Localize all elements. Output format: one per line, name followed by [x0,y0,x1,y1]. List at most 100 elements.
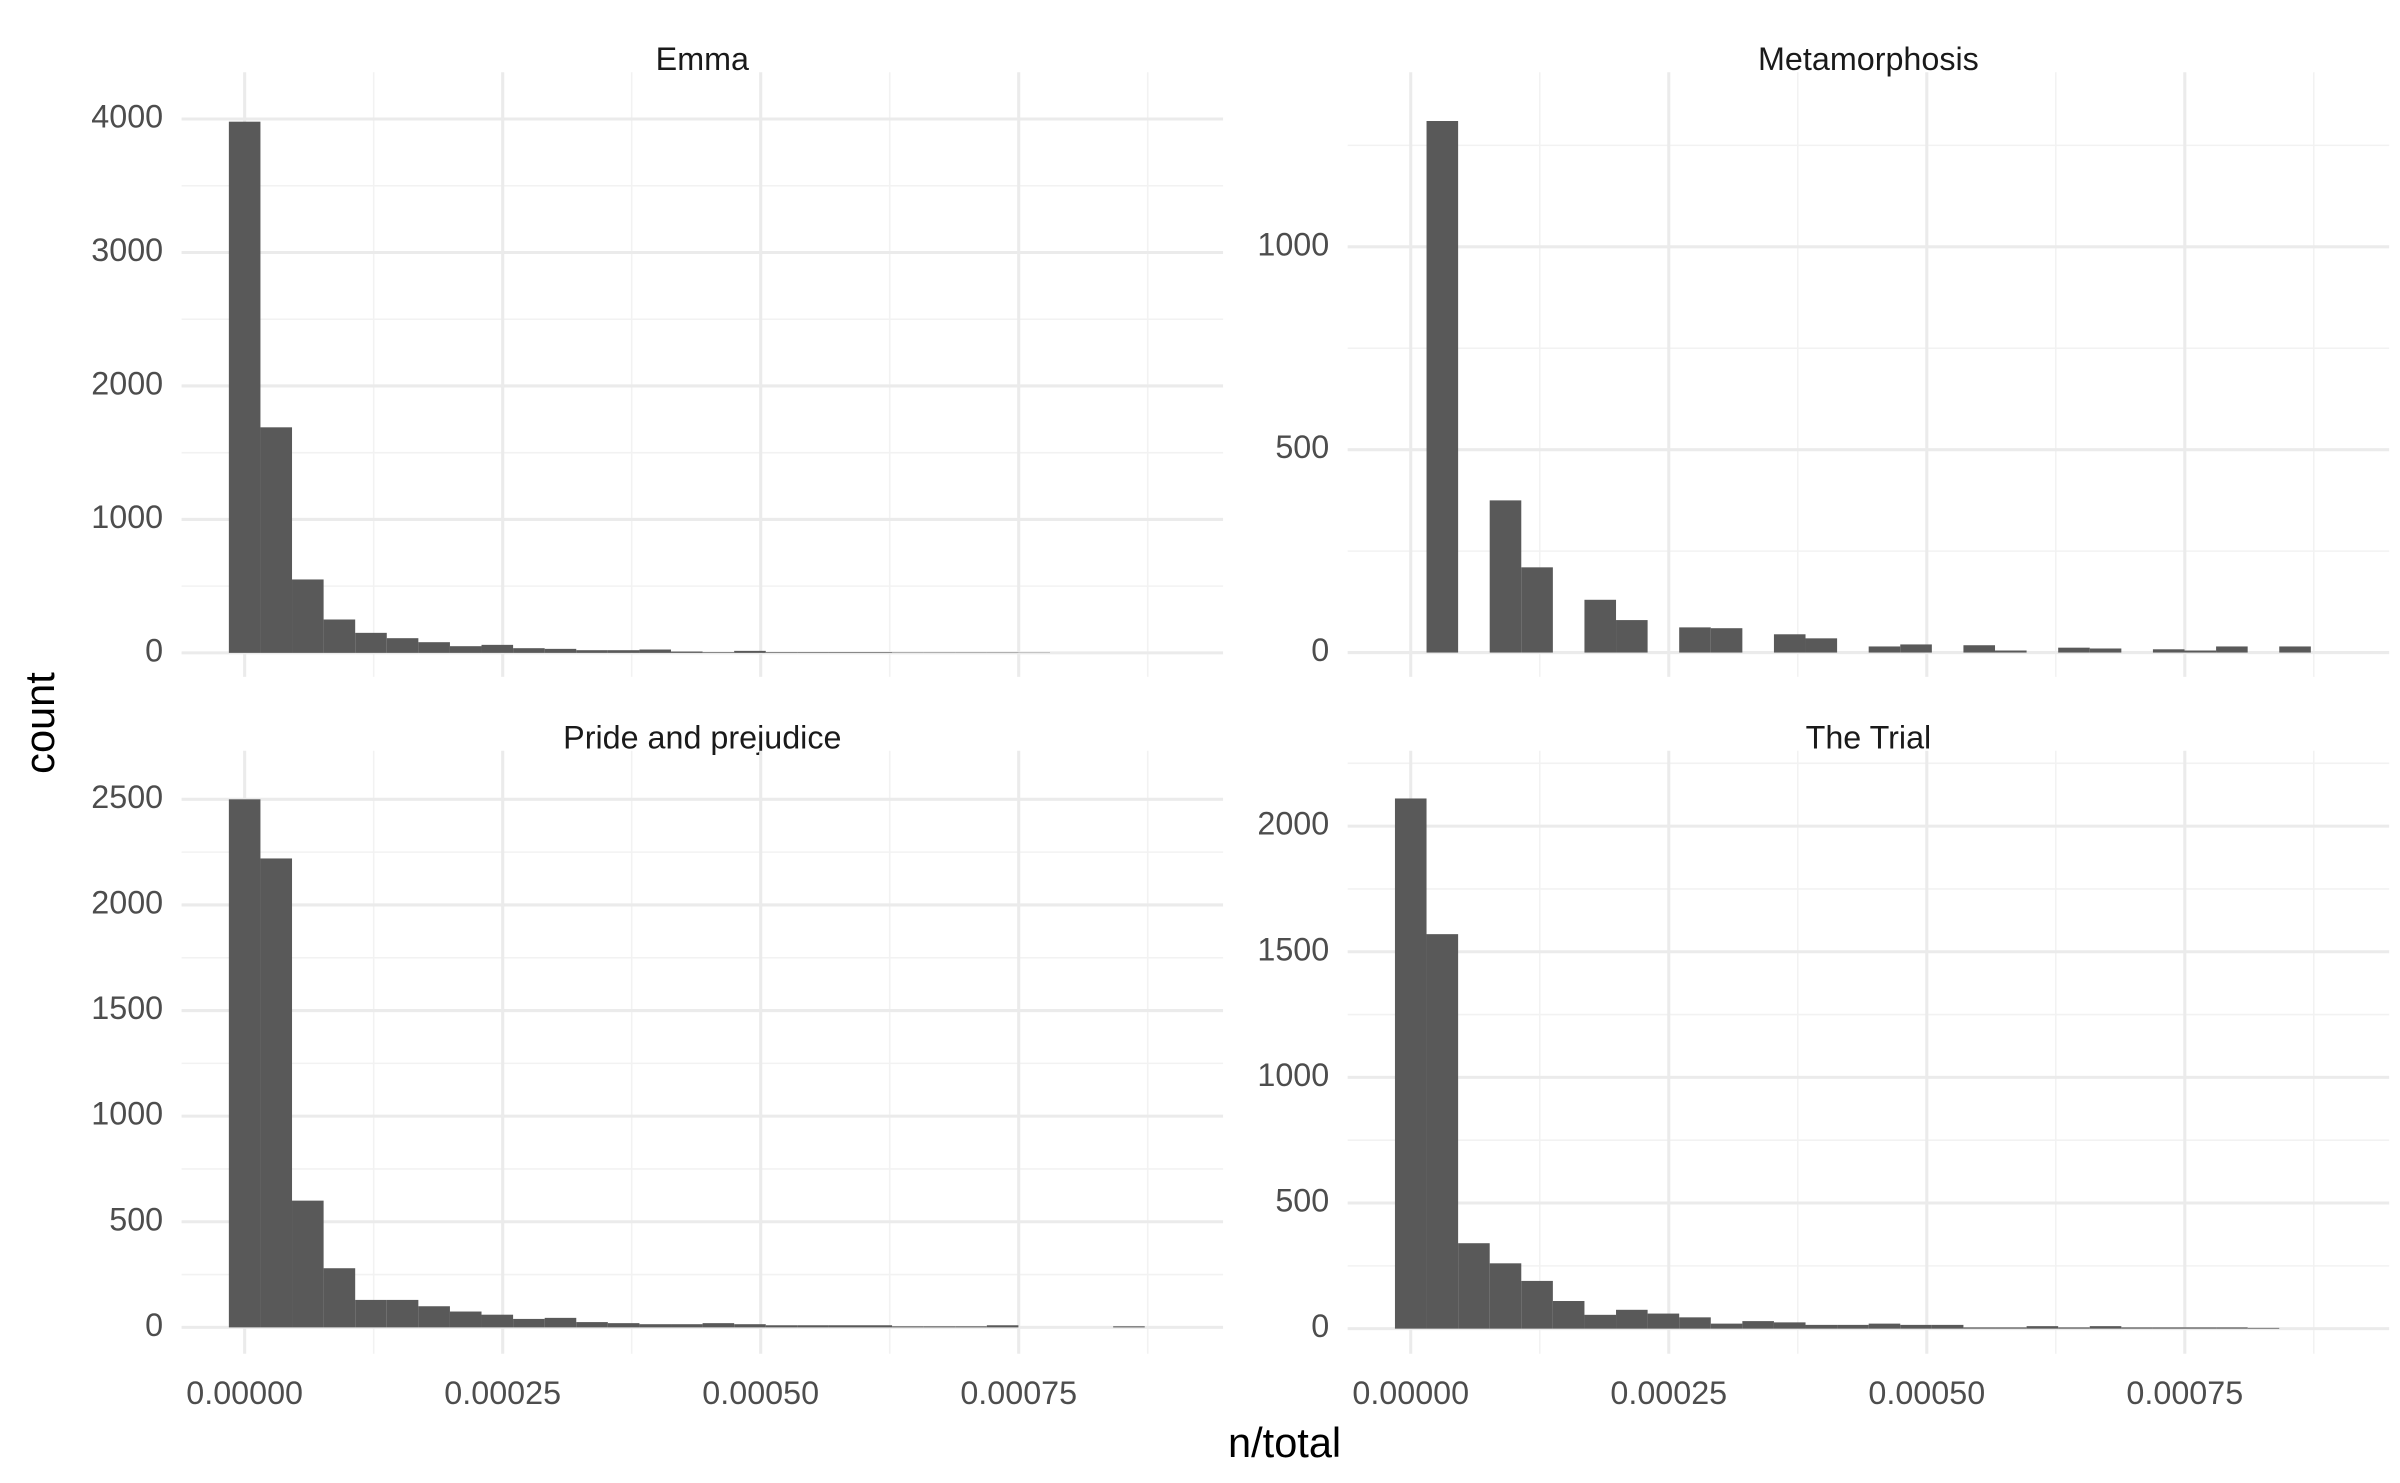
bar [1995,1327,2027,1329]
bar [734,1324,766,1328]
bar [765,652,798,653]
bar [1931,1324,1964,1329]
bar [1616,620,1648,653]
bar [1394,798,1427,1329]
x-tick-label: 0.00050 [702,1375,819,1411]
bar [671,1324,703,1328]
bar [607,1323,640,1328]
bar [671,651,703,653]
bar [702,652,735,653]
bar [1868,646,1901,653]
bar [860,652,893,653]
y-tick-label: 1000 [1257,226,1329,262]
bar [2216,646,2248,653]
bar [1773,1322,1806,1329]
y-tick-label: 4000 [91,99,163,135]
bar [1616,1309,1648,1329]
bar [2279,646,2311,653]
bar [2184,1327,2217,1329]
bar [449,1311,482,1328]
y-tick-label: 1000 [91,499,163,535]
bar [734,650,766,653]
bar [386,1299,419,1328]
bar [576,1322,608,1328]
bar [1710,628,1743,653]
x-tick-label: 0.00050 [1868,1375,1985,1411]
bar [2216,1327,2248,1329]
bar [513,648,545,653]
bar [2089,648,2122,653]
bar [1521,1280,1553,1329]
bar [2058,1327,2090,1329]
bar [639,1324,672,1328]
y-tick-label: 500 [1275,429,1329,465]
x-tick-label: 0.00000 [186,1375,303,1411]
bar [1426,934,1459,1329]
x-axis-title: n/total [1228,1419,1341,1466]
bar [292,579,324,653]
bar [228,121,261,653]
bar [544,648,577,653]
y-tick-label: 0 [1311,632,1329,668]
y-tick-label: 2000 [1257,806,1329,842]
bar [260,427,293,653]
bar [607,650,640,653]
bar [1584,599,1617,653]
bar [323,619,356,653]
bar [386,638,419,653]
bar [1458,1243,1490,1329]
y-axis-title: count [16,672,63,774]
bar [1963,645,1996,653]
y-tick-label: 2000 [91,365,163,401]
panel-title: Metamorphosis [1758,41,1979,77]
panel-title: Pride and prejudice [563,719,841,755]
bar [1710,1323,1743,1329]
bar [576,650,608,653]
x-tick-label: 0.00025 [444,1375,561,1411]
bar [1837,1324,1869,1329]
y-tick-label: 500 [1275,1183,1329,1219]
bar [1679,1317,1711,1329]
bar [828,652,861,653]
bar [1995,650,2027,653]
x-tick-label: 0.00000 [1352,1375,1469,1411]
bar [418,642,450,653]
bar [544,1317,577,1328]
bar [986,1325,1019,1328]
bar [1521,567,1553,653]
bar [1679,627,1711,653]
bar [513,1318,545,1328]
bar [1584,1314,1617,1329]
bar [481,644,514,653]
bar [1742,1321,1774,1329]
bar [892,1326,924,1328]
bar [765,1325,798,1328]
bar [1489,1263,1522,1329]
y-tick-label: 1500 [1257,931,1329,967]
bar [1868,1323,1901,1329]
panel-title: The Trial [1806,719,1932,755]
x-tick-label: 0.00025 [1610,1375,1727,1411]
bar [2026,1326,2059,1329]
bar [828,1325,861,1328]
bar [418,1306,450,1328]
bar [1900,644,1932,653]
bar [260,858,293,1328]
y-tick-label: 3000 [91,232,163,268]
y-tick-label: 0 [145,632,163,668]
bar [1900,1324,1932,1329]
bar [2184,650,2217,653]
bar [355,1299,387,1328]
x-tick-label: 0.00075 [960,1375,1077,1411]
bar [1805,638,1838,653]
bar [860,1325,893,1328]
y-tick-label: 2500 [91,779,163,815]
bar [1552,1301,1585,1329]
y-tick-label: 0 [1311,1308,1329,1344]
bar [2152,1327,2185,1329]
bar [2152,649,2185,653]
bar [449,646,482,653]
y-tick-label: 2000 [91,884,163,920]
